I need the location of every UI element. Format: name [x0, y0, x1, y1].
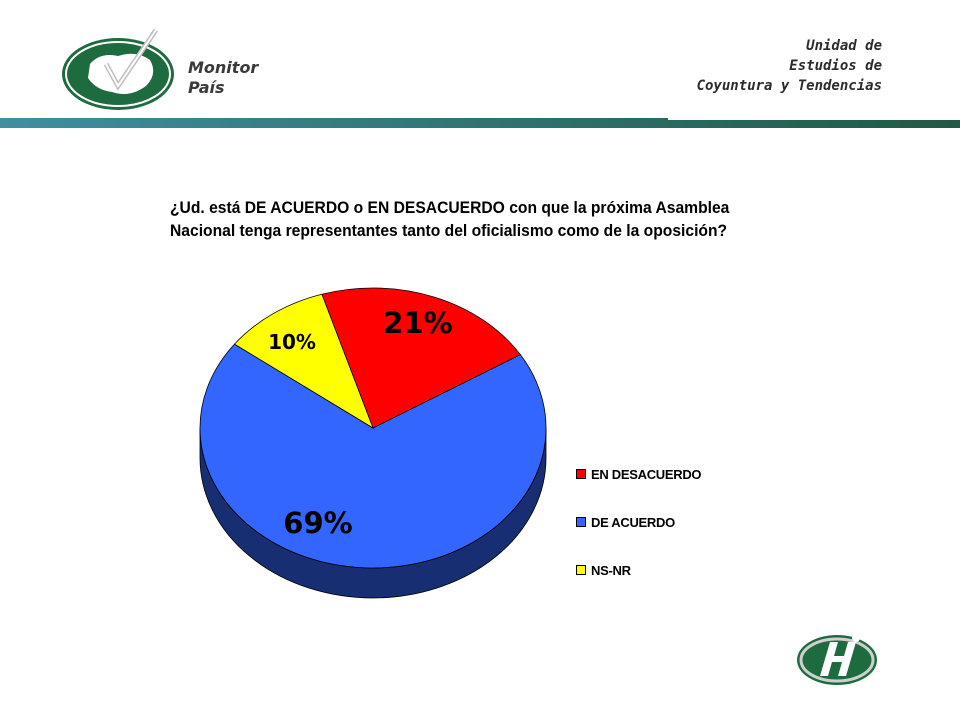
chart-legend: EN DESACUERDO DE ACUERDO NS-NR: [576, 464, 776, 608]
legend-swatch-ns-nr: [576, 565, 586, 575]
pie-slice-0: [321, 287, 521, 429]
pie-data-label-0: 21%: [383, 306, 452, 340]
pie-data-label-1: 69%: [283, 506, 352, 540]
pie-chart: 21% 69% 10%: [199, 287, 547, 599]
legend-item-de-acuerdo: DE ACUERDO: [576, 512, 776, 532]
legend-item-ns-nr: NS-NR: [576, 560, 776, 580]
brand-name: Monitor País: [188, 58, 259, 97]
legend-label-de-acuerdo: DE ACUERDO: [591, 514, 675, 530]
chart-title: ¿Ud. está DE ACUERDO o EN DESACUERDO con…: [170, 198, 730, 240]
legend-swatch-en-desacuerdo: [576, 469, 586, 479]
legend-swatch-de-acuerdo: [576, 517, 586, 527]
legend-label-ns-nr: NS-NR: [591, 562, 631, 578]
legend-item-en-desacuerdo: EN DESACUERDO: [576, 464, 776, 484]
hinterlaces-logo: [797, 634, 877, 685]
pie-slice-2: [233, 293, 374, 429]
monitor-pais-logo: [62, 28, 174, 110]
unit-title: Unidad de Estudios de Coyuntura y Tenden…: [696, 38, 882, 94]
legend-label-en-desacuerdo: EN DESACUERDO: [591, 466, 702, 482]
header-band: [0, 118, 960, 128]
pie-slice-1: [199, 343, 547, 569]
pie-data-label-2: 10%: [268, 330, 316, 354]
